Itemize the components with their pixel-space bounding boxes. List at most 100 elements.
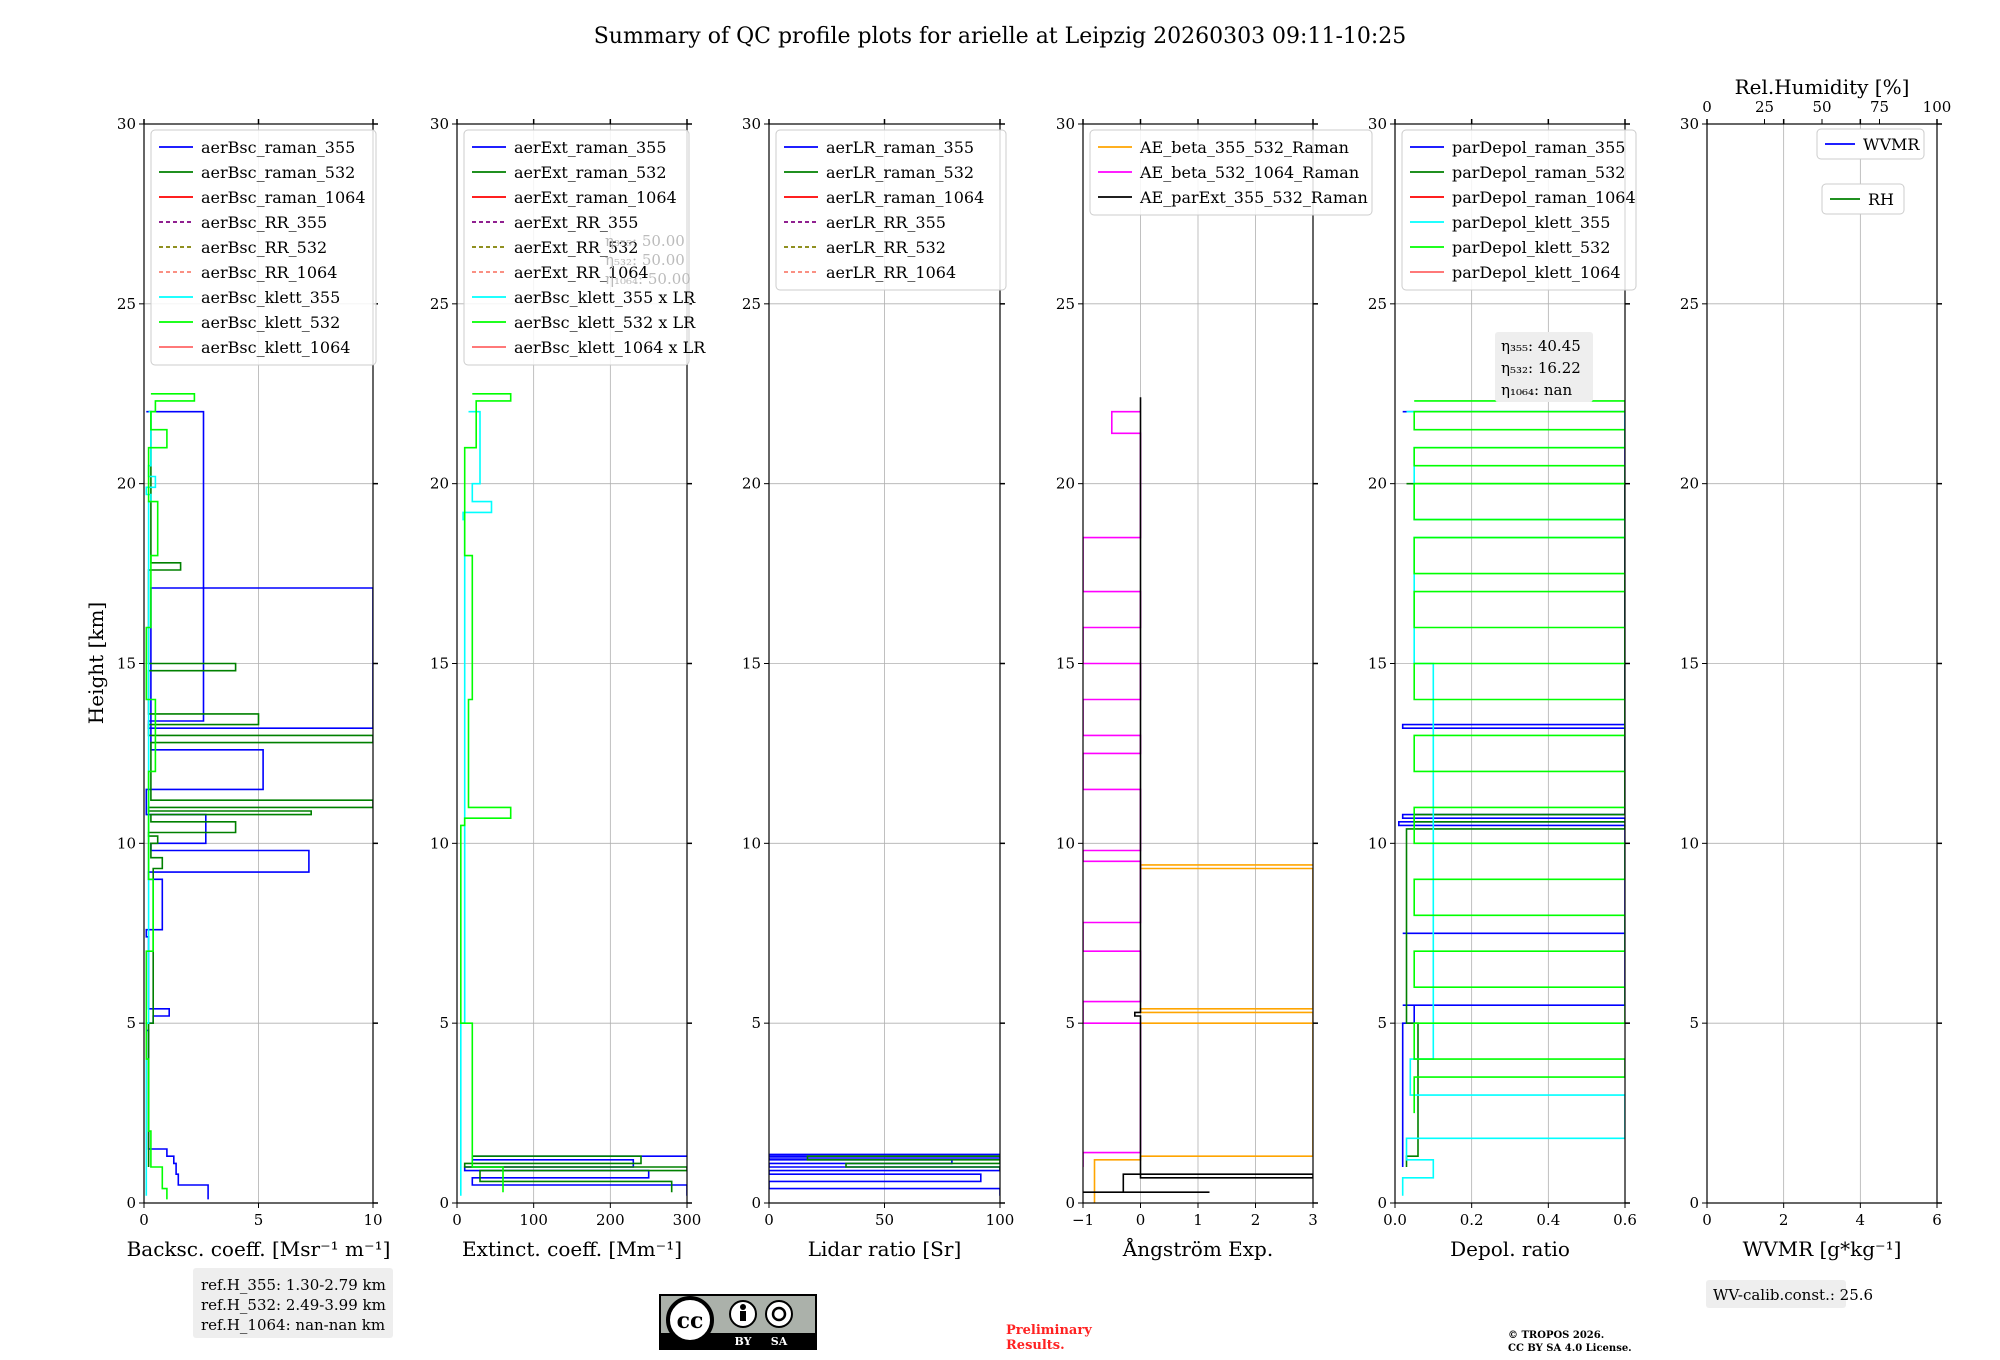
- y-tick-label: 25: [742, 295, 761, 313]
- x-tick-label: 1: [1193, 1211, 1203, 1229]
- copyright-line-2: CC BY SA 4.0 License.: [1508, 1343, 1632, 1354]
- y-tick-label: 30: [1368, 115, 1387, 133]
- y-tick-label: 25: [430, 295, 449, 313]
- y-tick-label: 10: [1056, 834, 1075, 852]
- legend-label: RH: [1868, 190, 1894, 209]
- legend-box-depol: [1401, 129, 1637, 291]
- panel-bsc: 0 5 10 15 20 25 30 0 5 10 Backsc. coeff. [Msr⁻¹ m⁻…: [117, 115, 390, 1261]
- legend-box-lr: [775, 129, 1007, 291]
- legend-label: aerLR_RR_355: [826, 213, 946, 232]
- legend-label: aerBsc_klett_1064: [201, 338, 350, 357]
- x-axis-label: Lidar ratio [Sr]: [808, 1237, 962, 1261]
- top-axis-label: Rel.Humidity [%]: [1735, 75, 1910, 99]
- copyright-line-1: © TROPOS 2026.: [1508, 1330, 1604, 1341]
- x-tick-label: 300: [673, 1211, 702, 1229]
- legend-box-ae: [1089, 129, 1373, 216]
- legend-label: aerBsc_raman_532: [201, 163, 355, 182]
- sa-cycle-icon: [765, 1300, 793, 1328]
- wv-calib-box: WV-calib.const.: 25.6: [1706, 1280, 1873, 1308]
- legend-box: [1816, 128, 1925, 160]
- series-group-ext: [460, 393, 687, 1196]
- top-tick-label: 0: [1702, 98, 1712, 116]
- x-tick-label: 0.0: [1383, 1211, 1407, 1229]
- series-group-ae: [1083, 397, 1313, 1203]
- y-tick-label: 0: [126, 1194, 136, 1212]
- legend-label: aerLR_raman_1064: [826, 188, 984, 207]
- series-group-depol: [1398, 400, 1625, 1196]
- series-line-aerLR_raman_355: [769, 1153, 1000, 1196]
- x-axis-label: WVMR [g*kg⁻¹]: [1743, 1237, 1902, 1261]
- y-tick-label: 25: [1680, 295, 1699, 313]
- preliminary-line-1: Preliminary: [1006, 1323, 1092, 1338]
- legend-label: aerLR_RR_1064: [826, 263, 956, 282]
- x-tick-label: 0.2: [1460, 1211, 1484, 1229]
- x-tick-label: 3: [1308, 1211, 1318, 1229]
- x-tick-label: 100: [986, 1211, 1015, 1229]
- legend-label: aerBsc_klett_1064 x LR: [514, 338, 706, 357]
- y-tick-label: 15: [1680, 655, 1699, 673]
- y-tick-label: 20: [1368, 475, 1387, 493]
- panel-depol: 0 5 10 15 20 25 30 0.0 0.2 0.4 0.6 Depol. ratio parD…: [1368, 115, 1637, 1261]
- legend-label: aerExt_RR_355: [514, 213, 638, 232]
- legend-label: aerBsc_klett_355: [201, 288, 340, 307]
- x-tick-label: 50: [875, 1211, 894, 1229]
- ref-height-1064: ref.H_1064: nan-nan km: [201, 1316, 385, 1334]
- x-tick-label: 0: [1702, 1211, 1712, 1229]
- x-axis-label: Backsc. coeff. [Msr⁻¹ m⁻¹]: [127, 1237, 391, 1261]
- y-tick-label: 25: [1368, 295, 1387, 313]
- legend-label: aerLR_raman_355: [826, 138, 974, 157]
- x-tick-label: 100: [519, 1211, 548, 1229]
- eta-info-label: η₁₀₆₄: nan: [1501, 381, 1572, 399]
- x-tick-label: 200: [596, 1211, 625, 1229]
- series-line-aerBsc_raman_355: [145, 410, 373, 1200]
- series-group-lr: [769, 1153, 1000, 1196]
- eta-info-faint: η₃₅₅: 50.00: [605, 232, 685, 250]
- top-tick-label: 100: [1923, 98, 1952, 116]
- top-tick-label: 50: [1812, 98, 1831, 116]
- y-tick-label: 20: [1680, 475, 1699, 493]
- legend-label: aerBsc_raman_1064: [201, 188, 366, 207]
- x-axis-label: Ångström Exp.: [1122, 1236, 1273, 1261]
- y-tick-label: 25: [1056, 295, 1075, 313]
- y-tick-label: 15: [117, 655, 136, 673]
- top-tick-label: 75: [1870, 98, 1889, 116]
- y-tick-label: 20: [430, 475, 449, 493]
- legend-label: aerExt_raman_532: [514, 163, 667, 182]
- series-line-parDepol_klett_532: [1413, 400, 1625, 1114]
- legend-box: [1821, 183, 1905, 215]
- y-tick-label: 0: [439, 1194, 449, 1212]
- series-line-AE_beta_532_1064_Raman: [1083, 410, 1142, 1167]
- y-tick-label: 15: [1368, 655, 1387, 673]
- x-tick-label: 2: [1779, 1211, 1789, 1229]
- x-tick-label: 0: [139, 1211, 149, 1229]
- legend-label: aerLR_RR_532: [826, 238, 946, 257]
- cc-logo-text: cc: [677, 1308, 704, 1334]
- legend-box-ext: [463, 129, 690, 366]
- x-tick-label: 0.6: [1613, 1211, 1637, 1229]
- legend-label: aerExt_raman_355: [514, 138, 667, 157]
- y-tick-label: 10: [742, 834, 761, 852]
- legend-label: parDepol_klett_355: [1452, 213, 1610, 232]
- legend-label: aerBsc_RR_355: [201, 213, 327, 232]
- wv-calib-constant: WV-calib.const.: 25.6: [1713, 1286, 1873, 1304]
- y-tick-label: 5: [1689, 1014, 1699, 1032]
- eta-info-faint: η₅₃₂: 50.00: [605, 251, 685, 269]
- y-tick-label: 30: [1056, 115, 1075, 133]
- by-person-head: [740, 1304, 746, 1310]
- series-line-aerBsc_klett_532 x LR: [460, 393, 512, 1193]
- legend-label: parDepol_raman_532: [1452, 163, 1625, 182]
- y-tick-label: 0: [751, 1194, 761, 1212]
- series-line-parDepol_klett_355: [1401, 410, 1625, 1196]
- y-tick-label: 10: [430, 834, 449, 852]
- figure-title: Summary of QC profile plots for arielle …: [594, 24, 1407, 49]
- series-line-aerLR_raman_532: [806, 1155, 1000, 1171]
- legend-label: aerBsc_klett_532: [201, 313, 340, 332]
- y-tick-label: 15: [742, 655, 761, 673]
- legend-box-bsc: [150, 129, 377, 366]
- x-axis-label: Depol. ratio: [1450, 1237, 1570, 1261]
- y-tick-label: 5: [1377, 1014, 1387, 1032]
- eta-info-label: η₅₃₂: 16.22: [1501, 359, 1581, 377]
